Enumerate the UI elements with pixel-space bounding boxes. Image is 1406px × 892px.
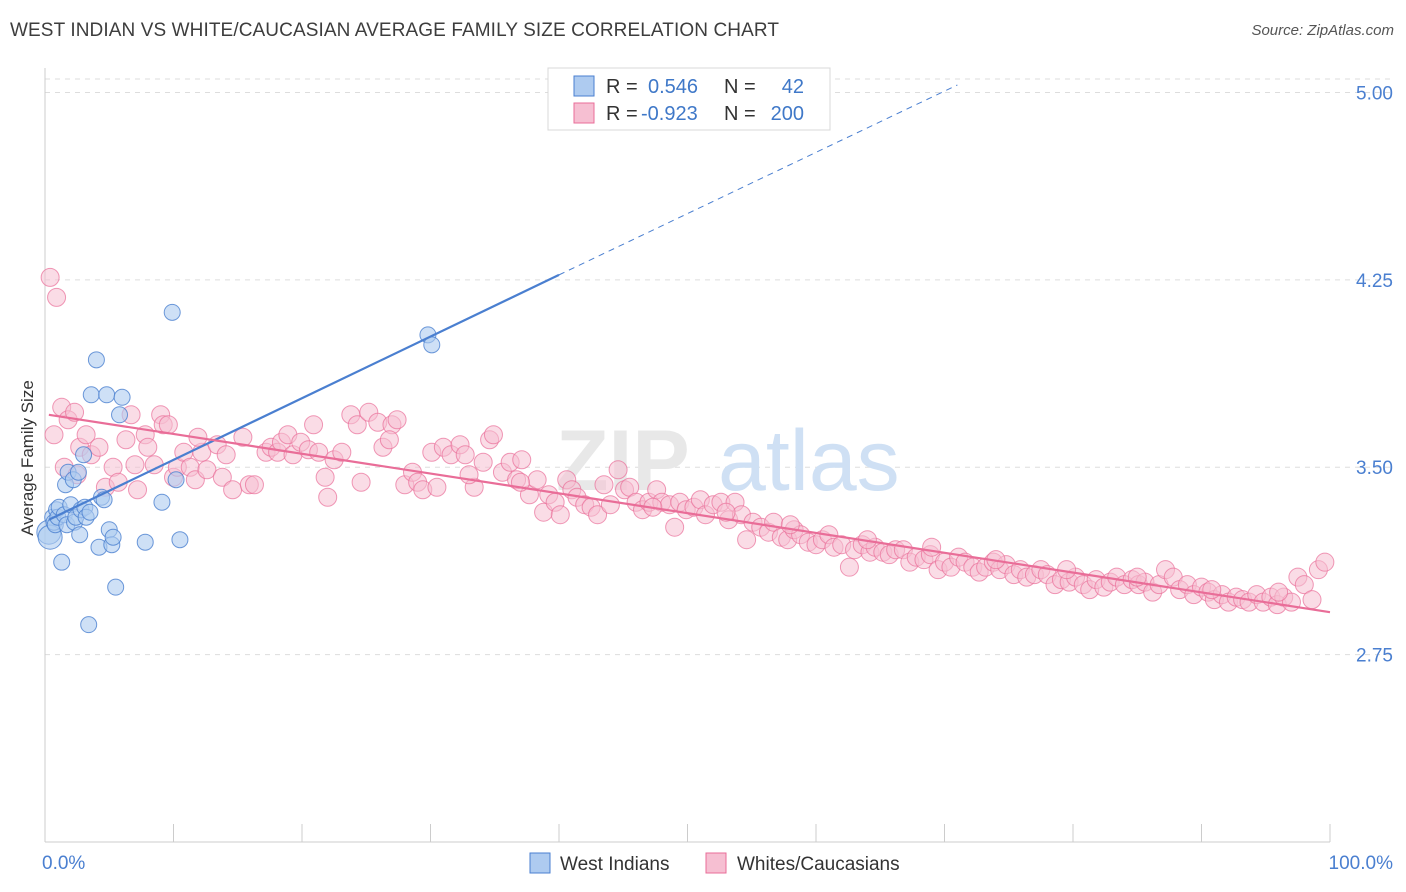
point-whites-caucasians bbox=[197, 460, 217, 480]
point-west-indians bbox=[81, 503, 99, 521]
bottom-legend-swatch-whites-caucasians bbox=[705, 852, 727, 874]
point-west-indians bbox=[75, 446, 93, 464]
point-whites-caucasians bbox=[47, 287, 67, 307]
trend-line-whites-caucasians bbox=[48, 413, 1331, 614]
y-axis-label: Average Family Size bbox=[18, 380, 37, 536]
point-whites-caucasians bbox=[65, 402, 85, 422]
point-whites-caucasians bbox=[89, 437, 109, 457]
point-west-indians bbox=[71, 526, 89, 544]
legend: R = 0.546 N = 42 R = -0.923 N = 200 bbox=[547, 67, 831, 131]
legend-swatch-whites-caucasians bbox=[573, 102, 595, 124]
point-whites-caucasians bbox=[455, 445, 475, 465]
point-whites-caucasians bbox=[116, 430, 136, 450]
point-whites-caucasians bbox=[379, 430, 399, 450]
point-whites-caucasians bbox=[665, 517, 685, 537]
point-whites-caucasians bbox=[332, 442, 352, 462]
point-whites-caucasians bbox=[347, 415, 367, 435]
point-west-indians bbox=[153, 493, 171, 511]
point-west-indians bbox=[163, 303, 181, 321]
point-whites-caucasians bbox=[600, 495, 620, 515]
point-whites-caucasians bbox=[608, 460, 628, 480]
legend-r-value-1: 0.546 bbox=[648, 76, 698, 98]
point-whites-caucasians bbox=[922, 537, 942, 557]
point-whites-caucasians bbox=[315, 467, 335, 487]
point-west-indians bbox=[53, 553, 71, 571]
point-west-indians bbox=[107, 578, 125, 596]
point-whites-caucasians bbox=[473, 452, 493, 472]
point-whites-caucasians bbox=[716, 502, 736, 522]
point-whites-caucasians bbox=[125, 455, 145, 475]
chart-source: Source: ZipAtlas.com bbox=[1251, 22, 1394, 39]
y-tick-label: 2.75 bbox=[1356, 646, 1393, 667]
legend-r-label-1: R = bbox=[606, 76, 638, 98]
point-whites-caucasians bbox=[1269, 582, 1289, 602]
point-west-indians bbox=[69, 463, 87, 481]
y-tick-label: 3.50 bbox=[1356, 458, 1393, 479]
x-tick-label-right: 100.0% bbox=[1329, 853, 1394, 874]
legend-n-label-1: N = bbox=[724, 76, 756, 98]
point-whites-caucasians bbox=[138, 437, 158, 457]
legend-n-label-2: N = bbox=[724, 103, 756, 125]
point-west-indians bbox=[113, 388, 131, 406]
legend-box bbox=[547, 67, 831, 131]
gridlines bbox=[45, 78, 1392, 656]
point-west-indians bbox=[171, 531, 189, 549]
chart-title: WEST INDIAN VS WHITE/CAUCASIAN AVERAGE F… bbox=[10, 20, 780, 41]
point-whites-caucasians bbox=[128, 480, 148, 500]
bottom-legend: West Indians Whites/Caucasians bbox=[529, 852, 900, 875]
point-whites-caucasians bbox=[1302, 590, 1322, 610]
point-whites-caucasians bbox=[212, 467, 232, 487]
y-tick-labels: 5.00 4.25 3.50 2.75 bbox=[1356, 83, 1393, 666]
trend-lines bbox=[48, 84, 1331, 614]
point-whites-caucasians bbox=[76, 425, 96, 445]
point-whites-caucasians bbox=[387, 410, 407, 430]
bottom-legend-whites-caucasians: Whites/Caucasians bbox=[737, 854, 900, 875]
legend-swatch-west-indians bbox=[573, 75, 595, 97]
bottom-legend-swatch-west-indians bbox=[529, 852, 551, 874]
point-west-indians bbox=[80, 616, 98, 634]
trend-line-west-indians-extension bbox=[558, 84, 958, 276]
point-west-indians bbox=[82, 386, 100, 404]
trend-line-west-indians bbox=[48, 273, 560, 521]
point-whites-caucasians bbox=[318, 487, 338, 507]
point-west-indians bbox=[104, 528, 122, 546]
axes bbox=[44, 68, 1331, 843]
point-whites-caucasians bbox=[1315, 552, 1335, 572]
point-whites-caucasians bbox=[737, 530, 757, 550]
legend-n-value-1: 42 bbox=[782, 76, 804, 98]
legend-r-label-2: R = bbox=[606, 103, 638, 125]
point-west-indians bbox=[136, 533, 154, 551]
point-west-indians bbox=[98, 386, 116, 404]
point-whites-caucasians bbox=[216, 445, 236, 465]
bottom-legend-west-indians: West Indians bbox=[560, 854, 669, 875]
point-whites-caucasians bbox=[351, 472, 371, 492]
point-whites-caucasians bbox=[839, 557, 859, 577]
point-west-indians bbox=[87, 351, 105, 369]
point-whites-caucasians bbox=[304, 415, 324, 435]
point-whites-caucasians bbox=[527, 470, 547, 490]
legend-r-value-2: -0.923 bbox=[641, 103, 698, 125]
west-indians-points bbox=[36, 303, 441, 634]
x-tick-label-left: 0.0% bbox=[42, 853, 85, 874]
point-whites-caucasians bbox=[44, 425, 64, 445]
y-tick-label: 4.25 bbox=[1356, 271, 1393, 292]
point-whites-caucasians bbox=[550, 505, 570, 525]
point-whites-caucasians bbox=[512, 450, 532, 470]
legend-n-value-2: 200 bbox=[771, 103, 804, 125]
point-whites-caucasians bbox=[427, 477, 447, 497]
point-whites-caucasians bbox=[158, 415, 178, 435]
point-west-indians bbox=[167, 471, 185, 489]
y-tick-label: 5.00 bbox=[1356, 83, 1393, 104]
point-west-indians bbox=[111, 406, 129, 424]
point-whites-caucasians bbox=[244, 475, 264, 495]
point-whites-caucasians bbox=[223, 480, 243, 500]
point-whites-caucasians bbox=[40, 267, 60, 287]
point-whites-caucasians bbox=[588, 505, 608, 525]
watermark-atlas: atlas bbox=[718, 413, 900, 509]
point-whites-caucasians bbox=[233, 427, 253, 447]
point-whites-caucasians bbox=[1294, 575, 1314, 595]
point-whites-caucasians bbox=[483, 425, 503, 445]
point-whites-caucasians bbox=[594, 475, 614, 495]
